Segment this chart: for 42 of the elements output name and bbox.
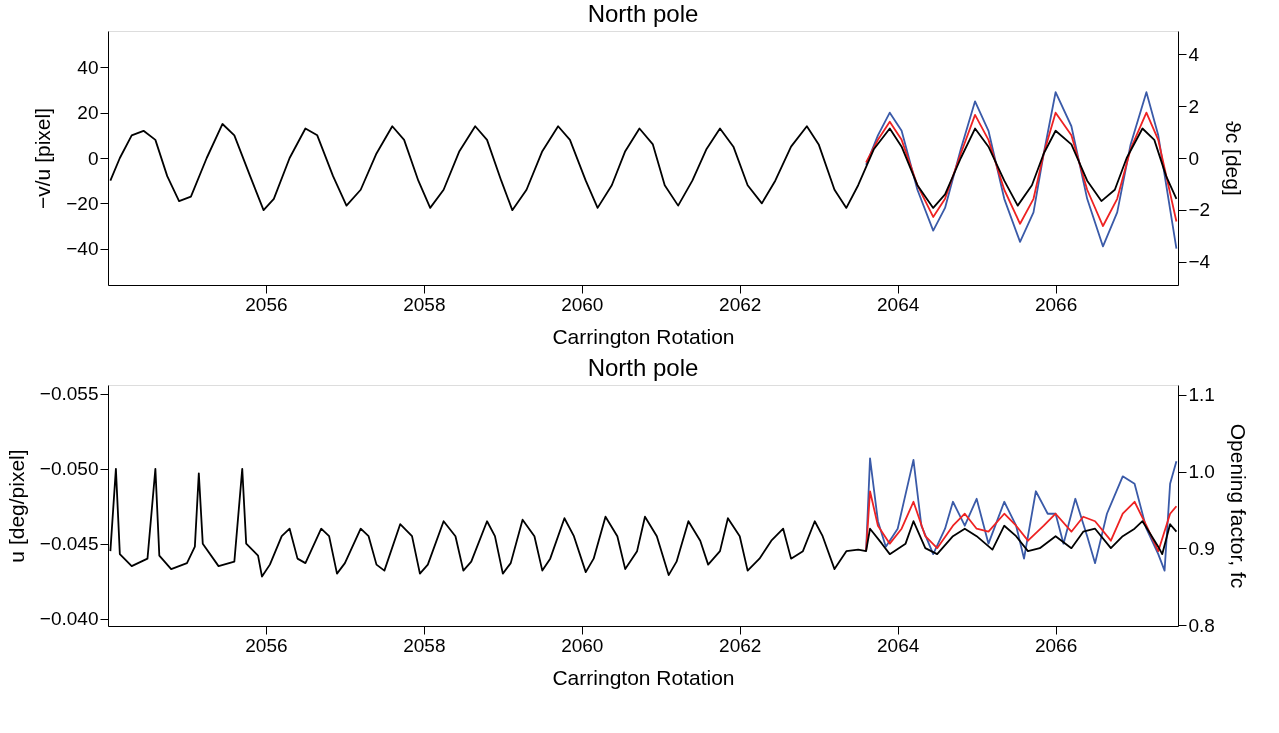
chart-title: North pole: [587, 0, 699, 27]
y-tick-label: 20: [77, 102, 99, 124]
y2-tick-label: 4: [1188, 43, 1200, 65]
x-tick-label: 2064: [877, 293, 920, 315]
chart-title: North pole: [587, 353, 699, 381]
x-tick-label: 2058: [403, 634, 446, 656]
line-series: [865, 111, 1178, 227]
x-tick-label: 2056: [245, 293, 288, 315]
x-tick-label: 2064: [877, 634, 920, 656]
y-tick-label: 40: [77, 56, 99, 78]
y2-tick-label: −4: [1188, 251, 1211, 273]
y2-axis-title: ϑc [deg]: [1222, 121, 1246, 196]
x-tick-label: 2060: [561, 293, 604, 315]
y-axis-title: −v/u [pixel]: [31, 108, 55, 209]
y-tick-label: −0.055: [39, 383, 99, 405]
y-tick-label: 0: [87, 147, 99, 169]
y2-tick-label: 0.9: [1188, 537, 1215, 559]
y-tick-label: −40: [66, 238, 99, 260]
y2-tick-label: 1.0: [1188, 461, 1215, 483]
y2-tick-label: 0.8: [1188, 614, 1215, 636]
y2-tick-label: 0: [1188, 147, 1200, 169]
line-series: [865, 457, 1178, 572]
y-tick-label: −20: [66, 192, 99, 214]
line-series: [865, 91, 1178, 250]
y-tick-label: −0.040: [39, 608, 99, 630]
y-axis-title: u [deg/pixel]: [4, 449, 28, 563]
x-tick-label: 2062: [719, 293, 762, 315]
x-tick-label: 2066: [1034, 293, 1078, 315]
x-tick-label: 2058: [403, 293, 446, 315]
x-tick-label: 2062: [719, 634, 762, 656]
x-tick-label: 2066: [1034, 634, 1078, 656]
y2-tick-label: −2: [1188, 199, 1211, 221]
y-tick-label: −0.050: [39, 458, 99, 480]
y2-axis-title: Opening factor, fc: [1226, 423, 1250, 589]
x-axis-title: Carrington Rotation: [552, 324, 735, 348]
y-tick-label: −0.045: [39, 533, 99, 555]
x-axis-title: Carrington Rotation: [552, 665, 735, 689]
line-series: [865, 490, 1178, 553]
x-tick-label: 2060: [561, 634, 604, 656]
x-tick-label: 2056: [245, 634, 288, 656]
y2-tick-label: 1.1: [1188, 384, 1215, 406]
y2-tick-label: 2: [1188, 95, 1200, 117]
